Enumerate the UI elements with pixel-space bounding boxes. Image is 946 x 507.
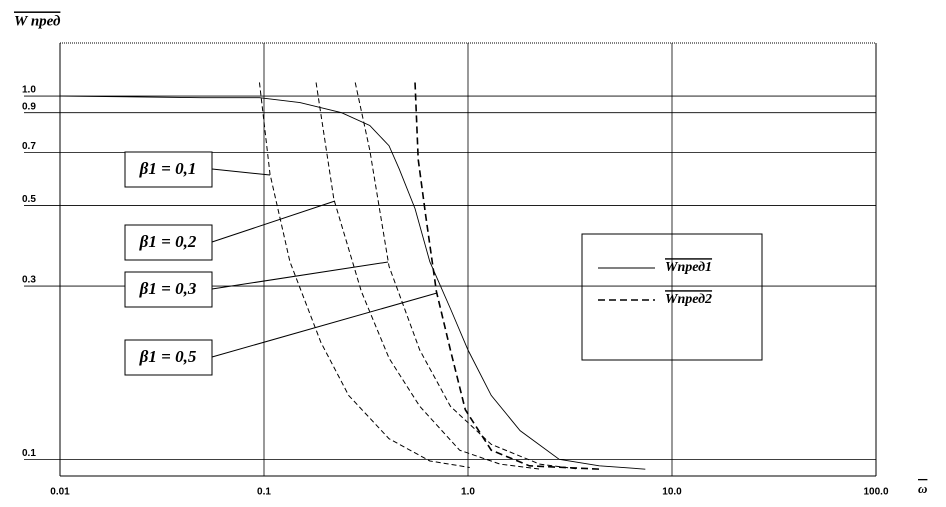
legend-label: Wпред1 [665, 260, 712, 275]
x-tick-label: 100.0 [863, 487, 888, 498]
annotation-leader [211, 168, 271, 176]
series-line [354, 82, 580, 470]
y-tick-label: 0.9 [22, 101, 36, 112]
annotation-leader [211, 261, 389, 290]
annotation-box [124, 271, 213, 308]
y-tick-label: 0.5 [22, 194, 36, 205]
annotation-leader [211, 292, 438, 358]
x-tick-label: 0.1 [257, 487, 271, 498]
annotation: β1 = 0,2 [139, 232, 197, 251]
x-tick-label: 10.0 [662, 487, 682, 498]
legend-label: Wпред2 [665, 292, 712, 307]
series-line [258, 82, 470, 468]
annotation-box [124, 224, 213, 261]
x-tick-label: 0.01 [50, 487, 70, 498]
series-line [315, 82, 540, 470]
annotation-leader [211, 200, 336, 243]
y-axis-label: W пред [14, 13, 61, 29]
annotation: β1 = 0,5 [139, 347, 197, 366]
y-tick-label: 1.0 [22, 85, 36, 96]
series-line [414, 82, 600, 470]
series-line [59, 95, 646, 470]
annotation: β1 = 0,1 [139, 159, 197, 178]
annotation: β1 = 0,3 [139, 279, 197, 298]
y-tick-label: 0.3 [22, 275, 36, 286]
y-tick-label: 0.7 [22, 141, 36, 152]
annotation-box [124, 339, 213, 376]
x-tick-label: 1.0 [461, 487, 475, 498]
x-axis-label: ω [918, 481, 927, 496]
y-tick-label: 0.1 [22, 448, 36, 459]
annotation-box [124, 151, 213, 188]
